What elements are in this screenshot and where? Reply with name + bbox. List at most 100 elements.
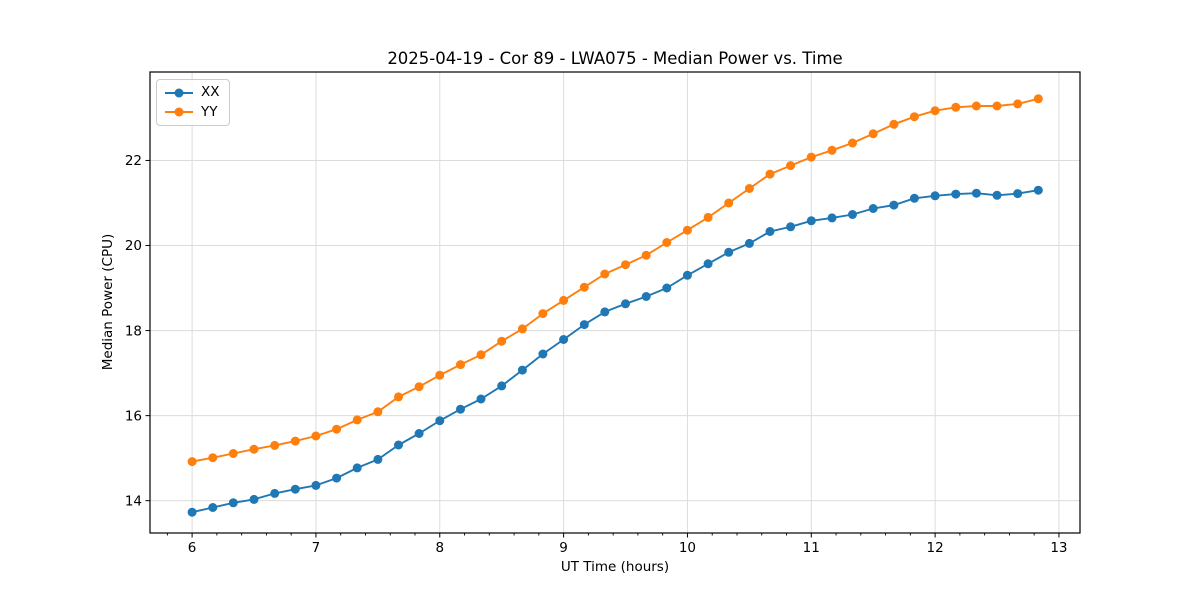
series-yy-point (868, 129, 878, 139)
series-yy-point (641, 250, 651, 260)
series-xx-point (806, 216, 816, 226)
series-xx-point (600, 307, 610, 317)
series-yy-point (228, 449, 238, 458)
x-tick-label: 11 (803, 540, 820, 556)
series-xx-point (228, 498, 238, 508)
series-xx-point (1013, 189, 1023, 199)
series-xx-point (270, 488, 280, 498)
series-yy-point (1033, 94, 1043, 104)
series-xx-point (992, 190, 1002, 200)
series-xx-point (682, 270, 692, 280)
x-tick-label: 13 (1050, 540, 1067, 556)
series-xx-point (1033, 185, 1043, 195)
series-xx-point (971, 188, 981, 198)
series-yy-point (559, 295, 569, 305)
series-xx-point (497, 381, 507, 391)
x-axis-label: UT Time (hours) (560, 559, 670, 575)
series-xx-point (848, 210, 857, 219)
series-yy-point (332, 424, 342, 434)
series-xx-point (744, 238, 754, 248)
series-yy-point (682, 225, 692, 235)
series-yy-point (662, 238, 672, 247)
series-yy-point (621, 260, 630, 270)
series-xx-point (249, 494, 259, 504)
legend-line-marker-sample (165, 88, 193, 98)
series-xx-point (579, 320, 589, 330)
series-yy-point (786, 161, 796, 171)
series-xx-point (517, 365, 527, 375)
series-yy-point (476, 350, 486, 360)
series-xx-point (889, 200, 899, 210)
series-yy-point (497, 336, 507, 346)
series-yy-point (435, 370, 445, 380)
series-yy-point (311, 431, 321, 441)
series-yy-point (848, 138, 857, 148)
legend-item-xx: XX (164, 84, 222, 100)
series-xx-point (559, 335, 569, 344)
series-yy-point (765, 169, 775, 179)
series-xx-point (414, 429, 424, 438)
series-xx-point (827, 213, 837, 223)
series-xx-point (868, 204, 878, 213)
series-xx-point (909, 193, 919, 203)
series-yy-point (909, 112, 919, 122)
series-yy-point (930, 106, 940, 116)
series-yy-point (600, 269, 610, 279)
series-yy-point (889, 119, 899, 129)
series-xx-point (930, 191, 940, 201)
series-yy-point (394, 392, 403, 402)
legend-line-marker-sample (165, 107, 193, 117)
y-tick-label: 22 (125, 153, 142, 169)
legend: XX YY (156, 79, 230, 126)
series-yy-point (827, 145, 837, 155)
x-tick-label: 8 (435, 540, 444, 556)
x-tick-label: 6 (188, 540, 197, 556)
series-yy-point (992, 101, 1002, 111)
series-yy-point (373, 407, 383, 417)
x-tick-label: 7 (312, 540, 321, 556)
legend-item-yy: YY (164, 103, 222, 120)
y-tick-label: 16 (125, 408, 142, 424)
series-xx-point (187, 507, 197, 517)
series-yy-point (290, 436, 300, 446)
x-tick-label: 10 (679, 540, 696, 556)
plot-border (149, 71, 1081, 534)
series-xx-point (352, 463, 362, 473)
x-tick-label: 12 (927, 540, 944, 556)
series-yy-point (456, 360, 465, 370)
series-xx-point (290, 484, 300, 494)
series-yy-point (270, 440, 280, 450)
series-xx-point (662, 283, 672, 293)
series-yy-point (538, 309, 548, 319)
series-xx-point (394, 440, 403, 450)
series-yy-point (517, 324, 527, 334)
series-yy-point (703, 212, 713, 222)
series-xx-point (641, 292, 651, 301)
series-xx-point (621, 299, 630, 309)
series-yy-point (208, 453, 218, 463)
legend-label: YY (201, 103, 218, 120)
series-xx-point (786, 222, 796, 232)
series-xx-line (191, 189, 1039, 514)
series-yy-point (724, 198, 734, 208)
y-tick-label: 20 (125, 238, 142, 254)
series-xx-point (724, 247, 734, 257)
series-xx-point (476, 394, 486, 404)
series-xx-point (208, 503, 218, 512)
series-yy-point (249, 444, 259, 454)
series-xx-point (373, 454, 383, 464)
series-yy-point (971, 101, 981, 111)
series-yy-point (352, 415, 362, 425)
series-yy-point (414, 382, 424, 392)
series-yy-point (951, 102, 961, 112)
series-yy-point (187, 457, 197, 467)
legend-label: XX (201, 84, 220, 100)
y-axis-label: Median Power (CPU) (100, 233, 116, 371)
x-tick-label: 9 (559, 540, 568, 556)
series-xx-point (765, 227, 775, 236)
series-xx-point (951, 189, 961, 199)
y-tick-label: 14 (125, 493, 142, 509)
chart-title: 2025-04-19 - Cor 89 - LWA075 - Median Po… (387, 49, 843, 68)
series-xx-point (538, 349, 548, 359)
